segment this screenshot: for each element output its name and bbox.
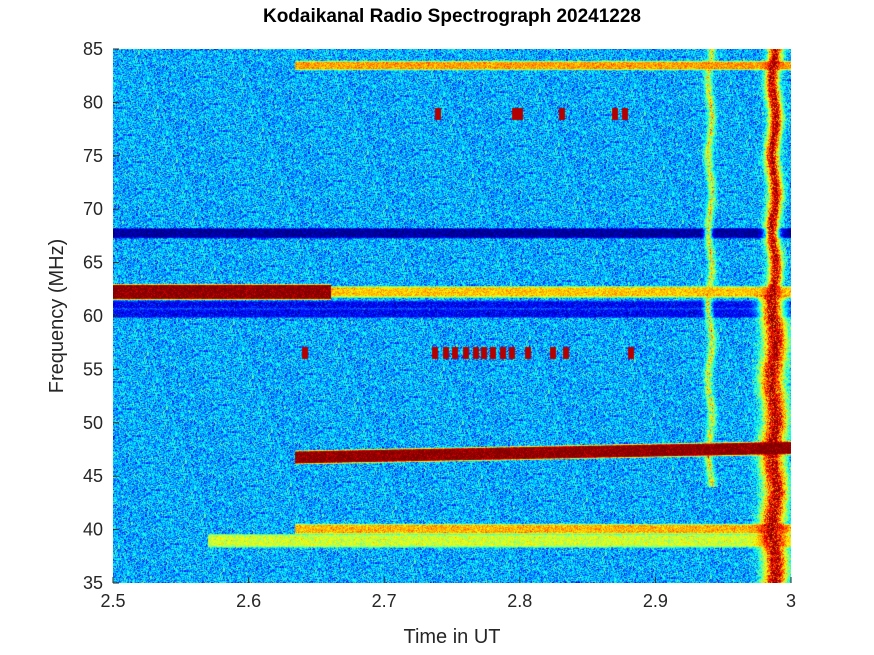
spectrogram-heatmap bbox=[113, 49, 791, 583]
y-tick-label: 85 bbox=[83, 39, 103, 59]
y-tick-label: 55 bbox=[83, 359, 103, 379]
x-tick-label: 2.5 bbox=[100, 591, 125, 611]
y-tick-label: 75 bbox=[83, 146, 103, 166]
y-tick-label: 80 bbox=[83, 92, 103, 112]
x-tick-label: 2.8 bbox=[507, 591, 532, 611]
x-axis-label: Time in UT bbox=[403, 626, 500, 648]
x-tick-label: 2.9 bbox=[643, 591, 668, 611]
heatmap-area bbox=[113, 49, 791, 583]
x-tick-label: 2.6 bbox=[236, 591, 261, 611]
y-tick-label: 40 bbox=[83, 520, 103, 540]
y-tick-label: 70 bbox=[83, 199, 103, 219]
x-tick-label: 3 bbox=[786, 591, 796, 611]
x-tick-label: 2.7 bbox=[372, 591, 397, 611]
chart-title: Kodaikanal Radio Spectrograph 20241228 bbox=[263, 6, 641, 27]
axis-ticks: 2.5 2.6 2.7 2.8 2.9 3 35 40 45 50 55 60 65 70 75 80 85 bbox=[83, 39, 796, 611]
y-tick-label: 45 bbox=[83, 466, 103, 486]
y-tick-label: 35 bbox=[83, 573, 103, 593]
y-tick-label: 60 bbox=[83, 306, 103, 326]
y-tick-label: 50 bbox=[83, 413, 103, 433]
y-tick-label: 65 bbox=[83, 253, 103, 273]
y-axis-label: Frequency (MHz) bbox=[46, 239, 68, 393]
